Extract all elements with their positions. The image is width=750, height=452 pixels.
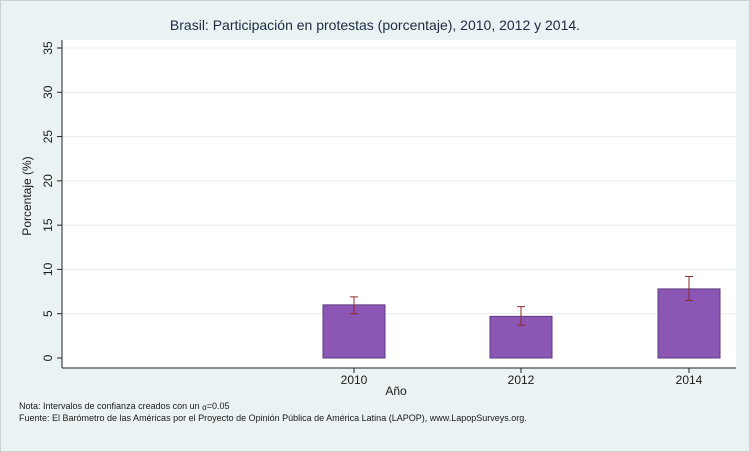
- source-line: Fuente: El Barómetro de las Américas por…: [19, 413, 527, 423]
- note-prefix: Nota: Intervalos de confianza creados co…: [19, 401, 203, 411]
- x-tick-label: 2010: [341, 373, 368, 387]
- x-tick-label: 2012: [508, 373, 535, 387]
- y-tick-label: 10: [41, 262, 55, 276]
- y-tick-label: 15: [41, 218, 55, 232]
- note-suffix: =0.05: [206, 401, 230, 411]
- plot-area: [62, 40, 736, 368]
- y-tick-label: 25: [41, 130, 55, 144]
- y-axis-label: Porcentaje (%): [20, 156, 34, 235]
- y-tick-label: 35: [41, 41, 55, 55]
- chart-title: Brasil: Participación en protestas (porc…: [169, 17, 581, 33]
- y-tick-label: 5: [41, 310, 55, 317]
- x-axis-label: Año: [385, 384, 407, 398]
- y-tick-label: 30: [41, 85, 55, 99]
- alpha-symbol: α: [202, 403, 207, 412]
- note-line: Nota: Intervalos de confianza creados co…: [19, 401, 527, 413]
- y-tick-label: 0: [41, 354, 55, 361]
- chart-notes: Nota: Intervalos de confianza creados co…: [19, 401, 527, 424]
- x-tick-label: 2014: [676, 373, 703, 387]
- y-tick-label: 20: [41, 174, 55, 188]
